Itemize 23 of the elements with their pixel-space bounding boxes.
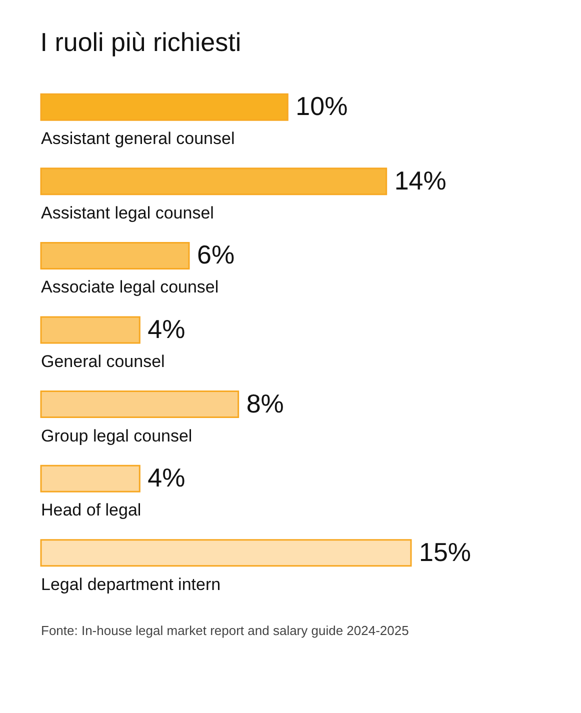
bar	[40, 168, 388, 196]
y-tick-label: Group legal counsel	[41, 426, 192, 446]
chart-title: I ruoli più richiesti	[40, 27, 242, 57]
bar	[40, 539, 412, 567]
bar	[40, 390, 240, 418]
data-label: 6%	[197, 240, 235, 270]
bar	[40, 316, 140, 344]
y-tick-label: Associate legal counsel	[41, 278, 219, 297]
data-label: 8%	[246, 388, 284, 418]
source-note: Fonte: In-house legal market report and salary guide 2024-2025	[41, 623, 409, 638]
data-label: 15%	[419, 536, 472, 567]
y-tick-label: Head of legal	[41, 500, 142, 520]
y-tick-label: Assistant legal counsel	[41, 203, 214, 222]
data-label: 10%	[296, 91, 348, 122]
y-tick-label: General counsel	[41, 352, 165, 371]
data-label: 4%	[148, 314, 186, 344]
y-tick-label: Assistant general counsel	[41, 129, 235, 148]
data-label: 4%	[148, 462, 186, 493]
bar	[40, 93, 288, 121]
bar	[40, 464, 140, 492]
y-tick-label: Legal department intern	[41, 574, 221, 594]
bar	[40, 242, 190, 270]
data-label: 14%	[394, 165, 446, 196]
